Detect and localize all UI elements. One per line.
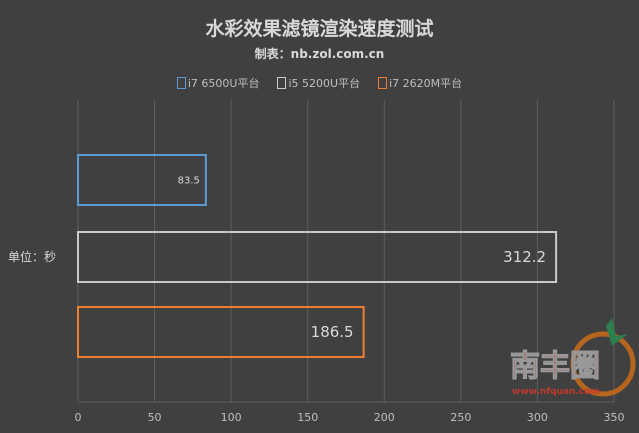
x-tick-label: 50 (148, 411, 162, 424)
legend-item: i7 6500U平台 (176, 75, 260, 91)
legend-swatch (176, 77, 186, 89)
bar (77, 231, 558, 283)
legend-swatch (378, 77, 388, 89)
x-tick-label: 350 (604, 411, 625, 424)
data-label: 186.5 (311, 323, 354, 341)
watermark-ring (570, 331, 636, 397)
x-tick-label: 300 (527, 411, 548, 424)
watermark-leaf-icon (606, 318, 628, 346)
x-tick-label: 250 (450, 411, 471, 424)
legend-item: i5 5200U平台 (277, 75, 360, 91)
data-label: 83.5 (178, 175, 200, 186)
legend-label: i7 6500U平台 (187, 77, 260, 90)
legend-item: i7 2620M平台 (378, 75, 462, 91)
x-tick-label: 100 (221, 411, 242, 424)
legend-label: i5 5200U平台 (288, 77, 361, 90)
chart-title: 水彩效果滤镜渲染速度测试 (205, 18, 434, 40)
legend: i7 6500U平台 i5 5200U平台 i7 2620M平台 (0, 75, 639, 91)
bar (77, 154, 207, 206)
watermark-url: www.nfquan.com (512, 387, 600, 397)
chart-subtitle: 制表：nb.zol.com.cn (254, 47, 385, 61)
watermark-logo: 南丰圈 www.nfquan.com (510, 318, 636, 397)
watermark-text: 南丰圈 (510, 349, 600, 384)
x-tick-label: 0 (75, 411, 82, 424)
bar (77, 306, 365, 358)
x-tick-label: 150 (297, 411, 318, 424)
x-tick-label: 200 (374, 411, 395, 424)
legend-label: i7 2620M平台 (389, 77, 463, 90)
legend-swatch (277, 77, 287, 89)
data-label: 312.2 (503, 248, 546, 266)
y-axis-label: 单位：秒 (8, 250, 57, 264)
